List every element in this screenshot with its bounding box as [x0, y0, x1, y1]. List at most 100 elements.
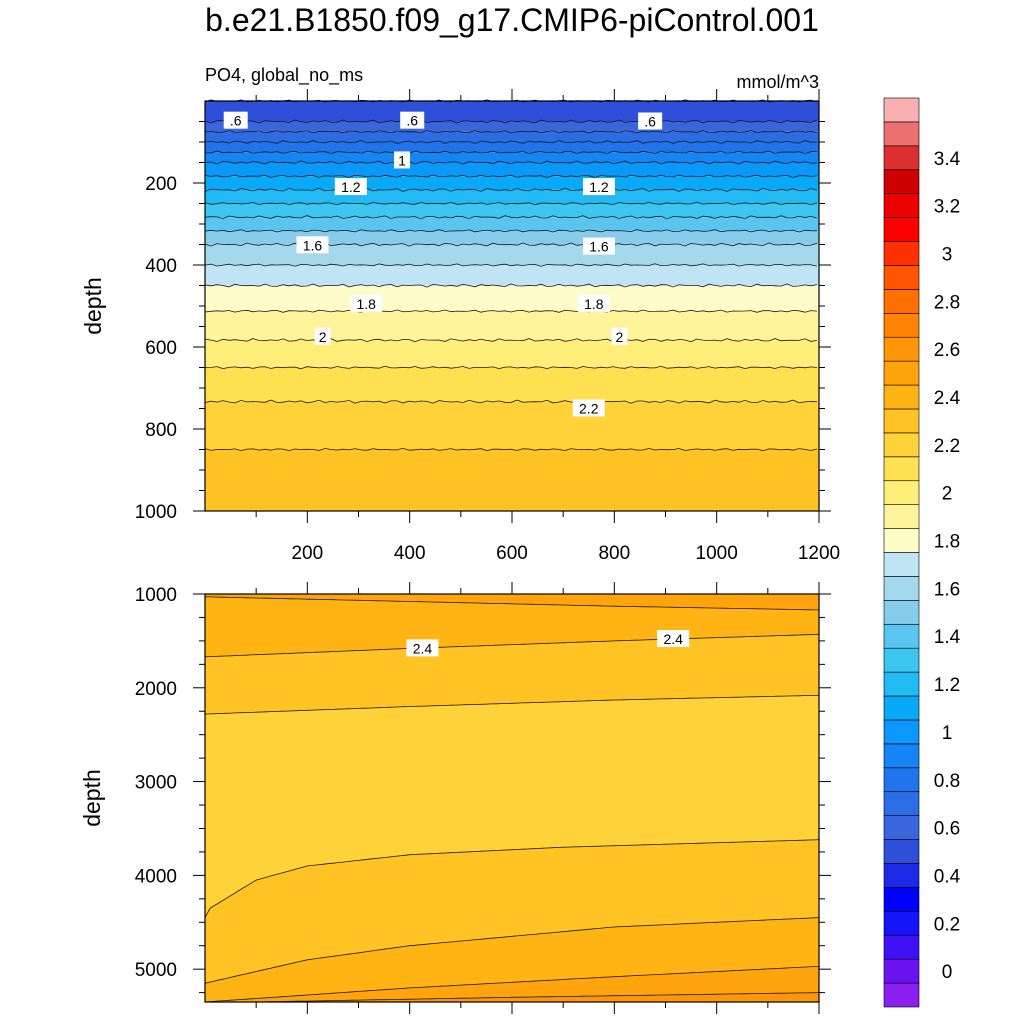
colorbar-label: 0.2: [934, 914, 960, 935]
colorbar-label: 1: [942, 723, 953, 744]
lower-contour-lines: [204, 596, 820, 1003]
lower-contour-line: [205, 992, 820, 1003]
upper-contour-line: [204, 399, 818, 404]
upper-contour-line: [204, 150, 817, 154]
lower-y-tick-label: 2000: [135, 679, 177, 700]
colorbar-label: 0.8: [934, 771, 960, 792]
contour-label-text: .6: [644, 114, 656, 130]
lower-contour-labels: 2.4 2.4: [406, 630, 690, 657]
colorbar-label: 2.4: [934, 388, 961, 409]
contour-label-box: [393, 151, 410, 169]
lower-contour-line: [204, 633, 820, 658]
upper-contour-line: [204, 365, 818, 370]
upper-x-tick-label: 400: [394, 543, 426, 564]
colorbar-box: [883, 193, 920, 218]
contour-label-text: .6: [406, 113, 418, 129]
upper-fill-band: [205, 311, 819, 341]
lower-contour-label: 2.4: [406, 639, 439, 657]
colorbar-box: [883, 145, 920, 171]
colorbar-box: [883, 289, 920, 314]
contour-label-box: [582, 178, 615, 196]
contour-label-box: [572, 399, 605, 417]
lower-contour-line: [204, 966, 820, 1003]
upper-right-subtitle: mmol/m^3: [737, 72, 819, 92]
colorbar-box: [883, 480, 920, 505]
contour-label-box: [577, 294, 610, 312]
upper-x-tick-label: 1200: [798, 543, 840, 564]
colorbar-box: [883, 695, 920, 721]
upper-contour-line: [204, 174, 818, 178]
colorbar-label: 1.2: [934, 675, 960, 696]
upper-contour-label: 1.2: [582, 178, 615, 196]
colorbar-label: 0: [942, 962, 953, 983]
contour-label-text: 1.8: [584, 296, 604, 312]
colorbar-box: [883, 839, 920, 864]
upper-fill-band: [205, 367, 819, 402]
colorbar-box: [883, 600, 920, 625]
upper-axis-ticks: 200 400 600 800 1000 1200 200 400 600 800 1000: [135, 89, 840, 564]
upper-fill-band: [205, 152, 819, 163]
upper-contour-label: 1: [393, 151, 410, 169]
contour-label-text: 2: [319, 329, 327, 345]
colorbar-box: [883, 576, 920, 601]
lower-filled-contours: [204, 593, 820, 1003]
colorbar-label: 2.8: [934, 292, 960, 313]
contour-label-text: 1: [398, 152, 406, 168]
upper-contour-label: 1.2: [334, 178, 367, 196]
colorbar-labels: 0 0.2 0.4 0.6 0.8 1 1.2 1.4 1.6 1.8 2 2.2 2.4 2.6 2.8 3…: [934, 149, 961, 983]
upper-fill-band: [205, 230, 819, 245]
upper-contour-line: [204, 130, 818, 134]
upper-contour-line: [204, 263, 818, 267]
upper-fill-band: [205, 176, 819, 190]
colorbar-box: [883, 815, 920, 840]
colorbar-box: [883, 863, 920, 888]
colorbar-box: [883, 504, 920, 529]
upper-fill-band: [205, 265, 819, 286]
upper-contour-line: [204, 447, 818, 452]
lower-y-tick-label: 1000: [135, 585, 177, 606]
upper-x-tick-label: 800: [598, 543, 630, 564]
upper-contour-labels: .6 .6 .6 1 1.2 1.2 1.6 1.6 1.8 1.8 2 2 2.2: [223, 111, 663, 417]
lower-y-tick-label: 3000: [135, 773, 177, 794]
upper-fill-band: [205, 162, 819, 177]
colorbar-box: [883, 623, 920, 649]
colorbar-label: 0.6: [934, 819, 960, 840]
contour-label-text: 2.4: [413, 640, 433, 656]
upper-contour-line: [204, 139, 818, 145]
colorbar-box: [883, 719, 920, 745]
colorbar-box: [883, 241, 920, 266]
lower-contour-label: 2.4: [657, 630, 690, 648]
upper-contour-line: [204, 229, 818, 233]
contour-label-text: .6: [230, 113, 242, 129]
upper-contour-line: [204, 160, 818, 165]
colorbar-box: [883, 408, 920, 434]
colorbar-label: 1.8: [934, 532, 960, 553]
colorbar-box: [883, 982, 920, 1008]
upper-contour-label: 2.2: [572, 399, 605, 417]
colorbar-box: [883, 743, 920, 769]
colorbar-box: [883, 121, 920, 147]
upper-contour-label: .6: [638, 112, 663, 130]
upper-x-tick-label: 600: [496, 543, 528, 564]
colorbar-box: [883, 312, 920, 338]
contour-label-box: [638, 112, 663, 130]
colorbar-box: [883, 791, 920, 816]
upper-contour-label: 2: [314, 327, 331, 345]
colorbar-box: [883, 432, 920, 458]
colorbar: 0 0.2 0.4 0.6 0.8 1 1.2 1.4 1.6 1.8 2 2.2 2.4 2.6 2.8 3…: [883, 97, 961, 1008]
colorbar-label: 0.4: [934, 866, 961, 887]
upper-fill-band: [205, 340, 819, 368]
upper-fill-band: [205, 189, 819, 204]
upper-left-subtitle: PO4, global_no_ms: [205, 65, 363, 86]
figure-title: b.e21.B1850.f09_g17.CMIP6-piControl.001: [205, 2, 819, 38]
upper-y-axis-title: depth: [80, 277, 106, 335]
lower-contour-line: [204, 596, 819, 611]
upper-contour-label: .6: [400, 111, 425, 129]
upper-contour-label: 1.6: [582, 237, 615, 255]
colorbar-box: [883, 934, 920, 960]
upper-fill-band: [205, 217, 819, 231]
contour-label-text: 1.2: [589, 179, 609, 195]
colorbar-label: 2.6: [934, 340, 960, 361]
upper-contour-label: 1.8: [350, 294, 383, 312]
upper-contour-line: [204, 119, 818, 124]
